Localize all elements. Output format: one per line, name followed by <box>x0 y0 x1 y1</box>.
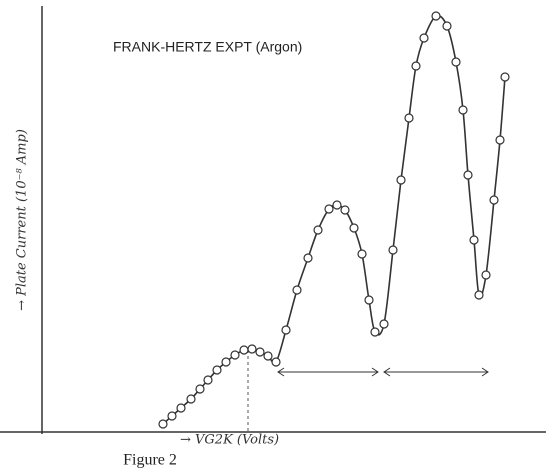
spacing-arrows <box>278 368 488 376</box>
data-point <box>432 12 440 20</box>
data-point <box>293 286 301 294</box>
data-point <box>264 352 272 360</box>
data-point <box>325 205 333 213</box>
data-point <box>272 358 280 366</box>
data-point <box>443 22 451 30</box>
data-point <box>350 224 358 232</box>
x-axis-label: → VG2K (Volts) <box>180 433 279 448</box>
data-point <box>482 271 490 279</box>
chart-title: FRANK-HERTZ EXPT (Argon) <box>113 39 302 55</box>
data-point <box>213 366 221 374</box>
data-point <box>371 328 379 336</box>
caption: Figure 2 <box>123 452 177 469</box>
data-point <box>464 171 472 179</box>
data-point <box>397 176 405 184</box>
data-point <box>452 58 460 66</box>
data-point <box>282 326 290 334</box>
data-point <box>314 226 322 234</box>
data-point <box>475 291 483 299</box>
data-point <box>389 246 397 254</box>
data-point <box>380 320 388 328</box>
data-point <box>420 34 428 42</box>
data-point <box>496 136 504 144</box>
data-point <box>168 412 176 420</box>
data-point <box>222 358 230 366</box>
data-point <box>256 348 264 356</box>
y-axis-label: → Plate Current (10⁻⁸ Amp) <box>15 129 30 311</box>
data-point <box>304 254 312 262</box>
data-point <box>248 345 256 353</box>
data-point <box>365 296 373 304</box>
data-point <box>470 236 478 244</box>
data-point <box>459 106 467 114</box>
data-point <box>159 420 167 428</box>
data-point <box>231 351 239 359</box>
data-point <box>341 206 349 214</box>
data-line <box>163 16 505 424</box>
data-point <box>177 404 185 412</box>
data-point <box>204 376 212 384</box>
data-point <box>412 62 420 70</box>
data-point <box>333 201 341 209</box>
chart: FRANK-HERTZ EXPT (Argon) → VG2K (Volts) … <box>0 0 546 474</box>
data-point <box>196 385 204 393</box>
data-point <box>358 250 366 258</box>
data-point <box>187 395 195 403</box>
data-point <box>501 73 509 81</box>
data-point <box>490 196 498 204</box>
data-point <box>240 346 248 354</box>
data-point <box>405 114 413 122</box>
